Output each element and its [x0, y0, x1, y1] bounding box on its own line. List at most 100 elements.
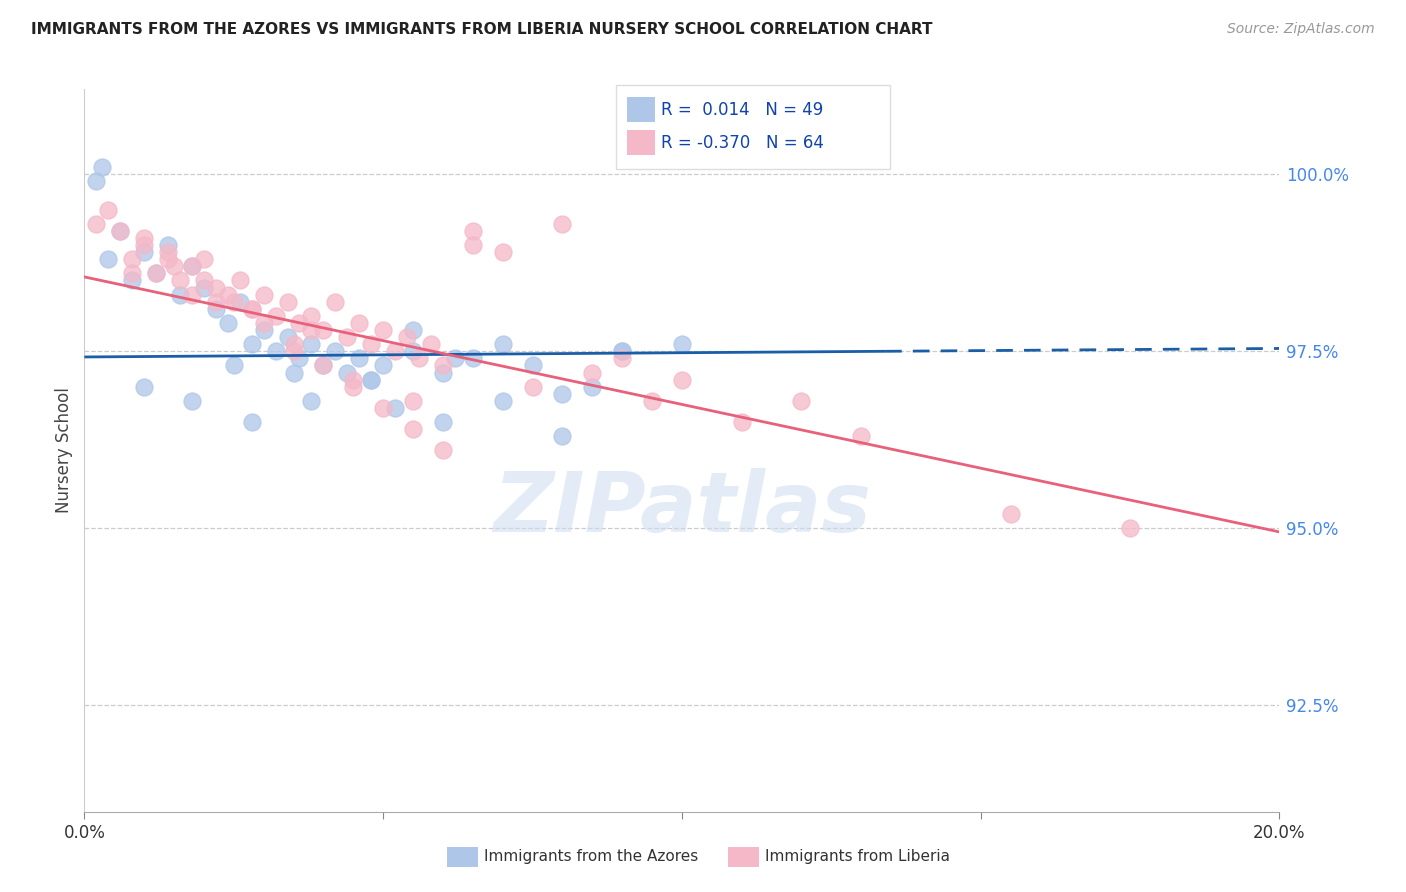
Point: [121, 273, 143, 287]
Point: [110, 224, 132, 238]
Point: [325, 294, 347, 309]
Point: [336, 366, 359, 380]
Point: [121, 266, 143, 280]
Point: [157, 245, 180, 260]
Point: [612, 351, 634, 366]
Point: [342, 373, 364, 387]
Point: [145, 266, 167, 280]
Point: [240, 301, 263, 316]
Point: [581, 380, 603, 394]
Point: [169, 273, 191, 287]
Point: [301, 309, 323, 323]
Point: [325, 344, 347, 359]
Point: [217, 287, 239, 301]
Point: [312, 359, 335, 373]
Point: [551, 429, 574, 443]
Point: [551, 386, 574, 401]
Point: [240, 337, 263, 351]
Point: [253, 316, 276, 330]
Point: [132, 231, 156, 245]
Point: [360, 373, 382, 387]
Point: [402, 393, 425, 408]
Point: [1000, 507, 1022, 521]
Point: [612, 344, 634, 359]
Point: [360, 337, 382, 351]
Point: [253, 323, 276, 337]
Text: R =  0.014   N = 49: R = 0.014 N = 49: [661, 101, 823, 119]
Point: [671, 373, 693, 387]
Text: IMMIGRANTS FROM THE AZORES VS IMMIGRANTS FROM LIBERIA NURSERY SCHOOL CORRELATION: IMMIGRANTS FROM THE AZORES VS IMMIGRANTS…: [31, 22, 932, 37]
Point: [301, 323, 323, 337]
Point: [342, 380, 364, 394]
Text: ZIPatlas: ZIPatlas: [494, 467, 870, 549]
Point: [132, 238, 156, 252]
Point: [432, 415, 454, 429]
Point: [181, 260, 204, 274]
Point: [193, 280, 215, 294]
Point: [169, 287, 191, 301]
Point: [205, 301, 228, 316]
Point: [408, 351, 430, 366]
Point: [222, 359, 245, 373]
Point: [522, 359, 544, 373]
Point: [432, 359, 454, 373]
Point: [86, 217, 108, 231]
Point: [301, 393, 323, 408]
Point: [461, 224, 484, 238]
Point: [492, 337, 515, 351]
Point: [253, 287, 276, 301]
Point: [384, 344, 406, 359]
Point: [217, 316, 239, 330]
Point: [283, 366, 305, 380]
Point: [522, 380, 544, 394]
Point: [283, 337, 305, 351]
Point: [283, 344, 305, 359]
Point: [132, 245, 156, 260]
Point: [396, 330, 419, 344]
Point: [277, 294, 299, 309]
Point: [349, 316, 371, 330]
Point: [373, 359, 395, 373]
Y-axis label: Nursery School: Nursery School: [55, 387, 73, 514]
Point: [91, 160, 114, 174]
Point: [110, 224, 132, 238]
Point: [121, 252, 143, 267]
Text: Source: ZipAtlas.com: Source: ZipAtlas.com: [1227, 22, 1375, 37]
Point: [432, 443, 454, 458]
Point: [288, 316, 311, 330]
Point: [277, 330, 299, 344]
Point: [581, 366, 603, 380]
Point: [402, 422, 425, 436]
Point: [288, 351, 311, 366]
Point: [731, 415, 754, 429]
Point: [373, 323, 395, 337]
Point: [222, 294, 245, 309]
Point: [205, 294, 228, 309]
Point: [157, 252, 180, 267]
Text: R = -0.370   N = 64: R = -0.370 N = 64: [661, 134, 824, 152]
Point: [790, 393, 813, 408]
Text: Immigrants from the Azores: Immigrants from the Azores: [484, 849, 697, 863]
Point: [193, 252, 215, 267]
Point: [205, 280, 228, 294]
Point: [641, 393, 664, 408]
Point: [402, 323, 425, 337]
Point: [851, 429, 873, 443]
Point: [163, 260, 186, 274]
Point: [240, 301, 263, 316]
Point: [145, 266, 167, 280]
Point: [228, 294, 252, 309]
Point: [1119, 521, 1142, 535]
Point: [384, 401, 406, 415]
Point: [461, 238, 484, 252]
Point: [301, 337, 323, 351]
Point: [181, 393, 204, 408]
Point: [312, 359, 335, 373]
Point: [373, 401, 395, 415]
Point: [551, 217, 574, 231]
Point: [228, 273, 252, 287]
Point: [671, 337, 693, 351]
Point: [97, 202, 120, 217]
Point: [420, 337, 443, 351]
Point: [360, 373, 382, 387]
